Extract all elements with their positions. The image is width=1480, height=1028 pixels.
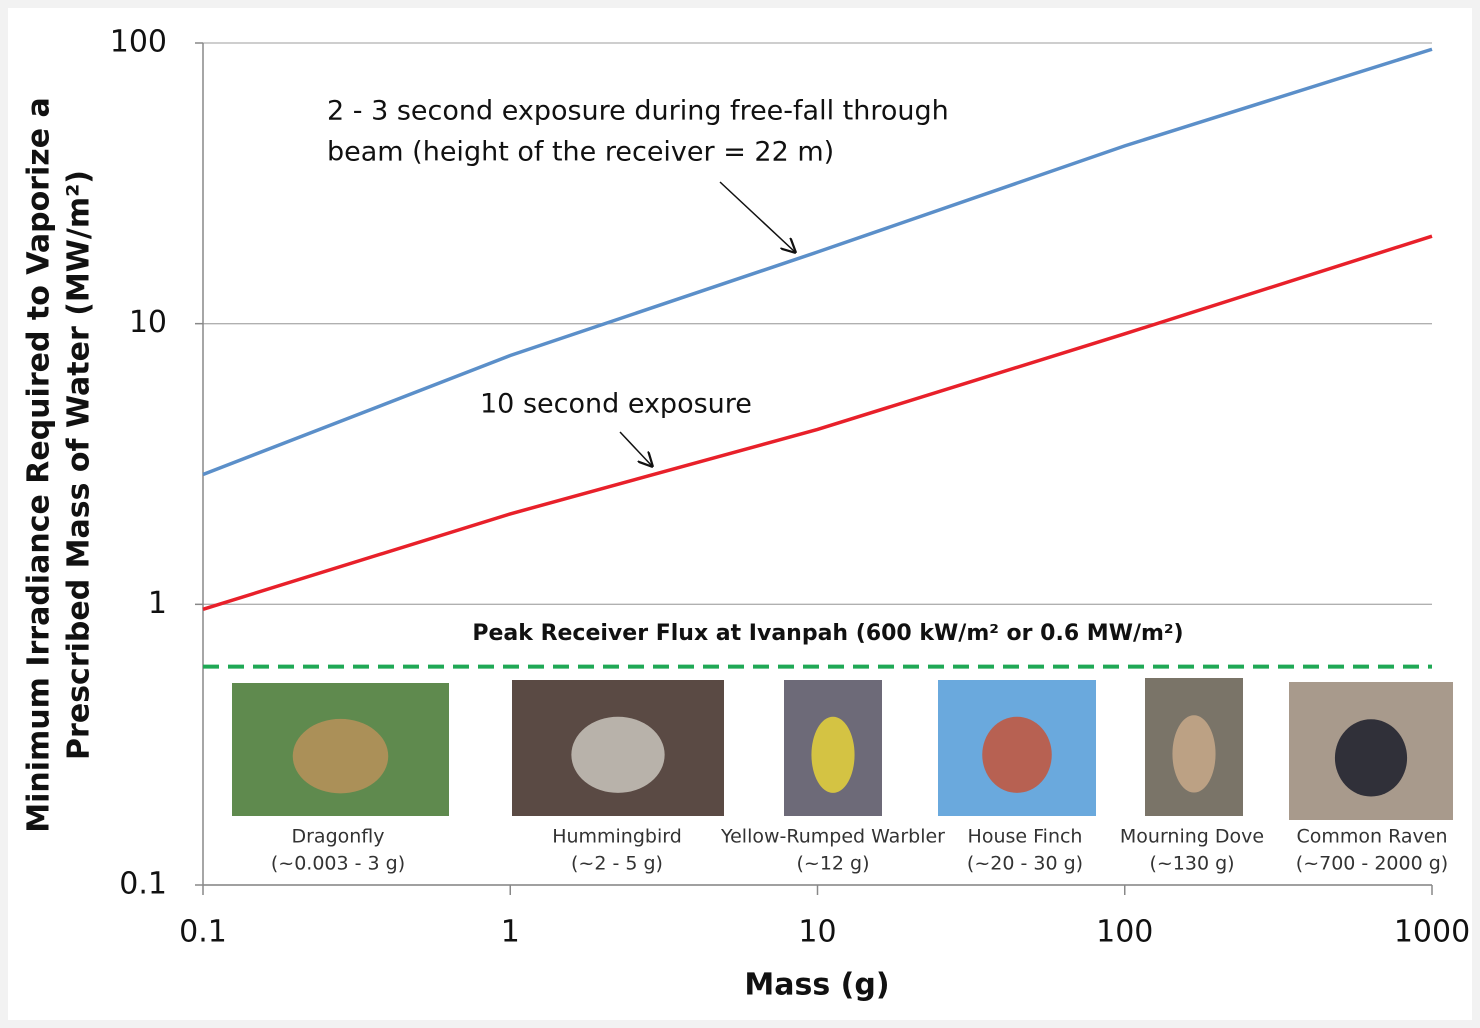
y-axis-title-line: Minimum Irradiance Required to Vaporize …	[22, 97, 57, 833]
photo-subject	[982, 716, 1052, 793]
annotation: 10 second exposure	[480, 389, 752, 420]
chart-background	[8, 8, 1472, 1020]
series-line	[202, 47, 1433, 477]
x-tick-label: 0.1	[179, 915, 227, 950]
x-tick-label: 1000	[1394, 915, 1470, 950]
image-caption-detail: (~12 g)	[796, 853, 869, 875]
y-tick-label: 0.1	[119, 867, 167, 902]
image-caption-detail: (~130 g)	[1149, 853, 1234, 875]
photo-subject	[1334, 719, 1408, 797]
annotation: beam (height of the receiver = 22 m)	[327, 137, 834, 168]
photo-subject	[292, 718, 389, 794]
image-caption-detail: (~2 - 5 g)	[571, 853, 663, 875]
reference-label: Peak Receiver Flux at Ivanpah (600 kW/m²…	[472, 621, 1183, 646]
image-caption-detail: (~700 - 2000 g)	[1296, 853, 1448, 875]
x-tick-label: 1	[501, 915, 520, 950]
photo-subject	[1172, 715, 1216, 793]
image-caption: Mourning Dove	[1120, 826, 1264, 848]
y-tick-label: 1	[148, 586, 167, 621]
image-caption: Dragonfly	[291, 826, 384, 848]
y-axis-title: Minimum Irradiance Required to Vaporize …	[22, 97, 97, 833]
image-caption: Common Raven	[1296, 826, 1447, 848]
x-axis-title: Mass (g)	[744, 968, 889, 1003]
image-caption: Yellow-Rumped Warbler	[720, 826, 945, 848]
y-axis-title-line: Prescribed Mass of Water (MW/m²)	[62, 170, 97, 760]
annotation: 2 - 3 second exposure during free-fall t…	[327, 96, 949, 127]
annotation-arrow	[619, 431, 652, 466]
image-caption-detail: (~20 - 30 g)	[967, 853, 1083, 875]
photo-subject	[811, 716, 855, 793]
image-caption-detail: (~0.003 - 3 g)	[271, 853, 405, 875]
annotation-arrow	[719, 181, 795, 252]
x-tick-label: 10	[798, 915, 836, 950]
x-tick-label: 100	[1096, 915, 1153, 950]
image-caption: Hummingbird	[552, 826, 682, 848]
series-line	[202, 234, 1433, 611]
y-tick-label: 10	[129, 305, 167, 340]
y-tick-label: 100	[110, 25, 167, 60]
image-caption: House Finch	[968, 826, 1083, 848]
photo-subject	[571, 716, 665, 793]
